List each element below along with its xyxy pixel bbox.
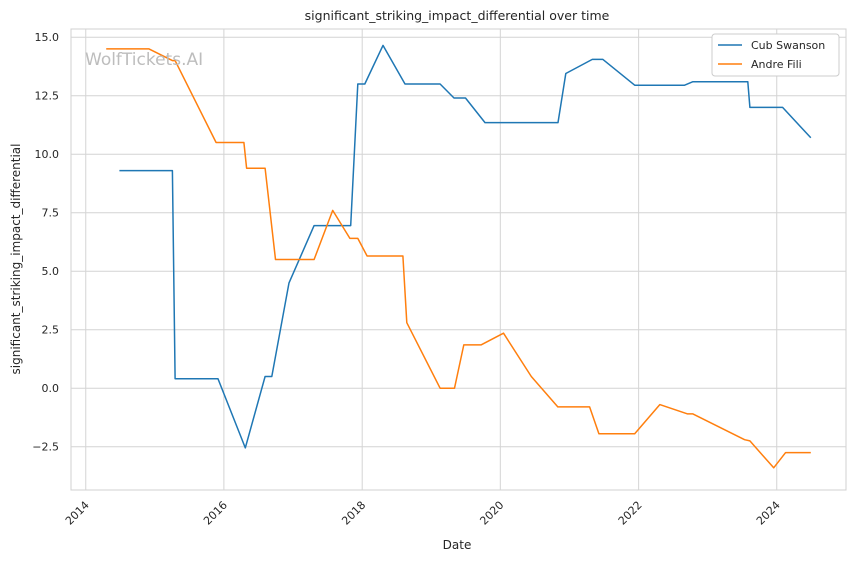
legend: Cub Swanson Andre Fili — [711, 33, 840, 77]
series-line-andre-fili — [106, 48, 811, 469]
legend-box — [711, 33, 840, 77]
series-lines — [106, 44, 812, 469]
x-tick-label: 2024 — [754, 499, 783, 528]
x-tick-label: 2016 — [201, 499, 230, 528]
y-tick-label: 12.5 — [35, 90, 60, 103]
chart-title: significant_striking_impact_differential… — [305, 8, 610, 23]
watermark: WolfTickets.AI — [85, 50, 203, 70]
series-line-cub-swanson — [119, 44, 812, 449]
x-tick-label: 2014 — [63, 499, 92, 528]
y-axis-label: significant_striking_impact_differential — [9, 144, 23, 375]
x-axis-label: Date — [443, 538, 472, 552]
y-tick-label: 10.0 — [35, 148, 60, 161]
y-tick-label: 5.0 — [42, 265, 60, 278]
legend-label-cub-swanson: Cub Swanson — [751, 39, 825, 52]
x-tick-label: 2018 — [339, 499, 368, 528]
y-tick-label: 0.0 — [42, 382, 60, 395]
plot-area — [70, 28, 847, 491]
x-tick-label: 2020 — [477, 499, 506, 528]
x-tick-label: 2022 — [616, 499, 645, 528]
grid-lines — [71, 29, 846, 490]
legend-label-andre-fili: Andre Fili — [751, 58, 802, 71]
y-tick-label: 15.0 — [35, 31, 60, 44]
y-tick-label: 2.5 — [42, 324, 60, 337]
y-tick-label: 7.5 — [42, 207, 60, 220]
y-tick-label: −2.5 — [32, 441, 59, 454]
